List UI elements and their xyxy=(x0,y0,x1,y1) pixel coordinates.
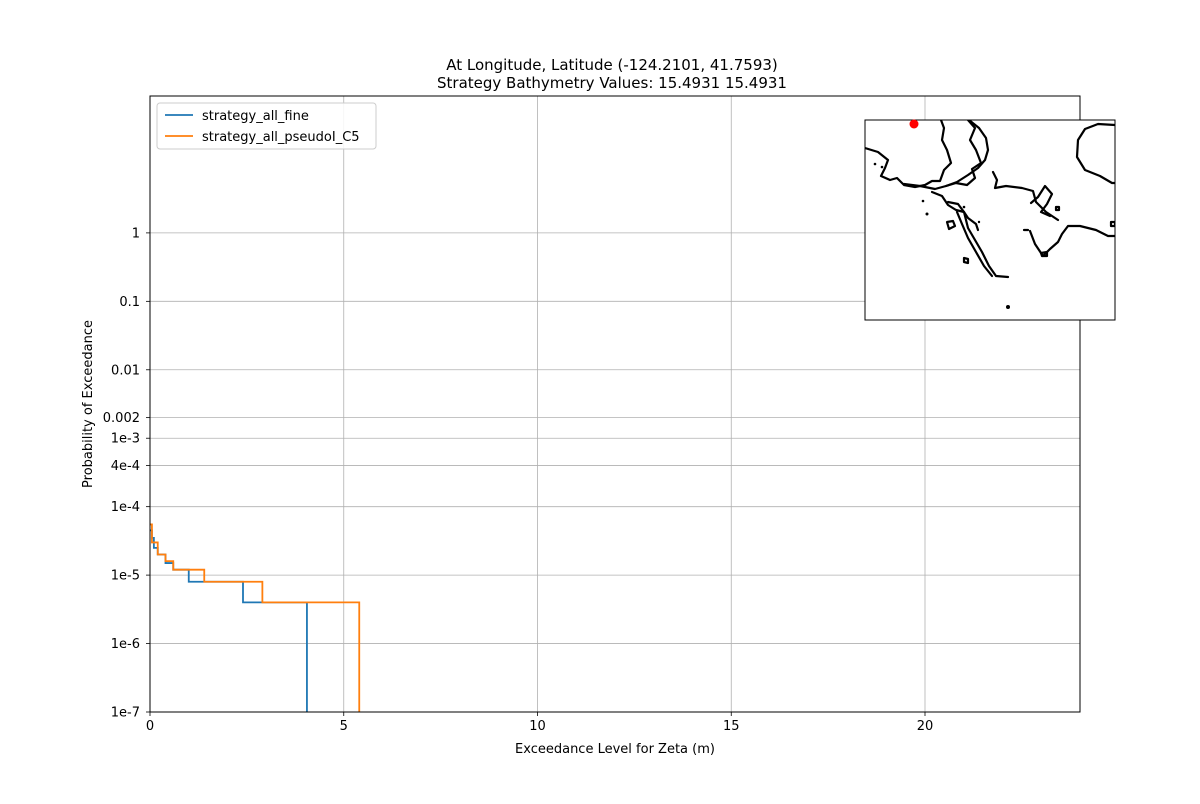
y-tick-label: 0.1 xyxy=(119,295,140,310)
y-tick-label: 0.01 xyxy=(111,363,140,378)
series-lines xyxy=(150,523,361,712)
location-marker xyxy=(909,119,919,129)
chart-subtitle: Strategy Bathymetry Values: 15.4931 15.4… xyxy=(437,74,787,92)
island xyxy=(945,219,957,231)
island-dot xyxy=(962,205,966,209)
y-tick-label: 1e-5 xyxy=(111,569,140,584)
y-tick-label: 4e-4 xyxy=(111,459,140,474)
y-axis-label: Probability of Exceedance xyxy=(81,320,96,488)
y-tick-label: 1e-3 xyxy=(111,432,140,447)
series-line-1 xyxy=(150,523,361,712)
island xyxy=(962,256,970,265)
legend-label-fine: strategy_all_fine xyxy=(202,109,309,124)
x-tick-label: 15 xyxy=(723,719,740,734)
coastline xyxy=(944,120,983,188)
inset-location-map xyxy=(864,119,1116,321)
coastline xyxy=(1075,122,1115,185)
x-tick-label: 5 xyxy=(340,719,348,734)
x-tick-label: 10 xyxy=(529,719,546,734)
axis-ticks: 0 5 10 15 20 1 0.1 0.01 0.002 1e-3 4e-4 1e-4 1e-5 1e-… xyxy=(103,226,933,734)
legend-box xyxy=(156,102,377,150)
island-dot xyxy=(921,199,925,203)
legend-label-pseudo: strategy_all_pseudoI_C5 xyxy=(202,130,360,145)
island-dot xyxy=(925,212,929,216)
coastline xyxy=(946,200,1010,279)
island-dot xyxy=(1006,305,1010,309)
island-dot xyxy=(977,220,981,224)
series-line-0 xyxy=(150,529,308,712)
island-dot xyxy=(873,162,877,166)
x-axis-label: Exceedance Level for Zeta (m) xyxy=(515,742,715,757)
island-dot xyxy=(880,165,884,169)
chart-title: At Longitude, Latitude (-124.2101, 41.75… xyxy=(446,56,778,74)
y-tick-label: 1e-7 xyxy=(111,706,140,721)
x-tick-label: 20 xyxy=(917,719,934,734)
y-tick-label: 1e-4 xyxy=(111,500,140,515)
island xyxy=(1039,250,1049,258)
x-tick-label: 0 xyxy=(146,719,154,734)
inset-map-frame xyxy=(864,119,1116,321)
y-tick-label: 1 xyxy=(132,226,140,241)
y-tick-label: 1e-6 xyxy=(111,637,140,652)
plot-area-frame xyxy=(149,95,1081,713)
grid-lines xyxy=(149,96,1080,713)
y-tick-label: 0.002 xyxy=(103,411,140,426)
coastline xyxy=(955,210,994,278)
coastline xyxy=(1029,184,1054,218)
island xyxy=(1109,220,1115,228)
coastline xyxy=(930,190,980,232)
legend: strategy_all_fine strategy_all_pseudoI_C… xyxy=(156,102,377,150)
island xyxy=(1054,205,1061,212)
coastline xyxy=(1028,224,1115,258)
